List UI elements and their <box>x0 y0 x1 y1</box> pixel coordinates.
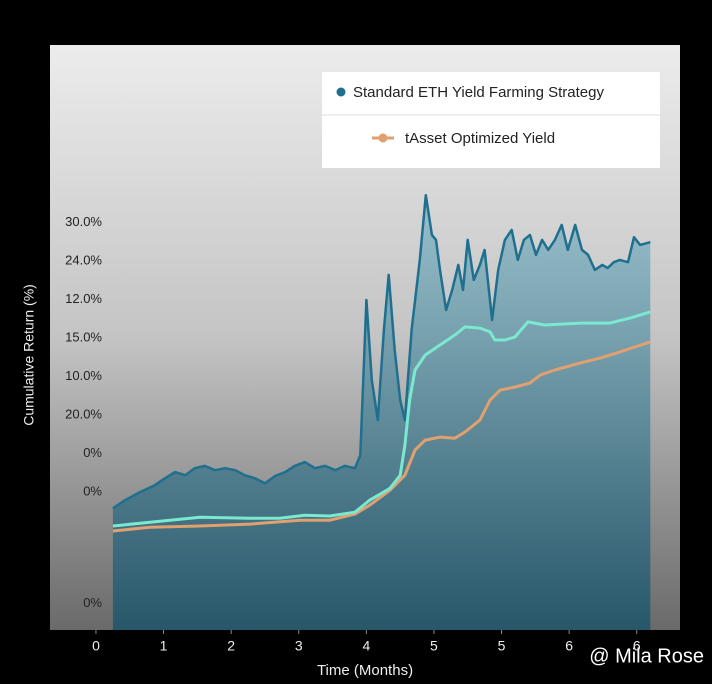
legend-label: Standard ETH Yield Farming Strategy <box>353 84 604 101</box>
series-line <box>112 193 651 510</box>
x-tick-label: 5 <box>498 638 506 654</box>
y-tick-label: 30.0% <box>65 214 102 229</box>
series-line <box>112 310 651 528</box>
x-tick-label: 3 <box>295 638 303 654</box>
y-tick-label: 0% <box>83 445 102 460</box>
legend-marker <box>378 133 388 143</box>
y-tick-label: 12.0% <box>65 291 102 306</box>
y-tick-label: 24.0% <box>65 252 102 267</box>
legend-marker <box>336 87 346 97</box>
x-tick-label: 2 <box>227 638 235 654</box>
x-tick-label: 6 <box>565 638 573 654</box>
y-tick-label: 0% <box>83 595 102 610</box>
y-tick-label: 20.0% <box>65 407 102 422</box>
x-tick-label: 5 <box>430 638 438 654</box>
legend <box>322 72 660 168</box>
watermark: @ Mila Rose <box>589 645 704 667</box>
x-tick-label: 1 <box>160 638 168 654</box>
y-axis-title: Cumulative Return (%) <box>21 284 37 426</box>
x-axis-title: Time (Months) <box>317 662 413 679</box>
y-tick-label: 15.0% <box>65 330 102 345</box>
series-line <box>112 340 651 533</box>
x-tick-label: 0 <box>92 638 100 654</box>
area <box>112 195 651 630</box>
y-tick-label: 10.0% <box>65 368 102 383</box>
y-tick-label: 0% <box>83 484 102 499</box>
legend-label: tAsset Optimized Yield <box>405 130 555 147</box>
x-tick-label: 6 <box>633 638 641 654</box>
x-tick-label: 4 <box>362 638 370 654</box>
